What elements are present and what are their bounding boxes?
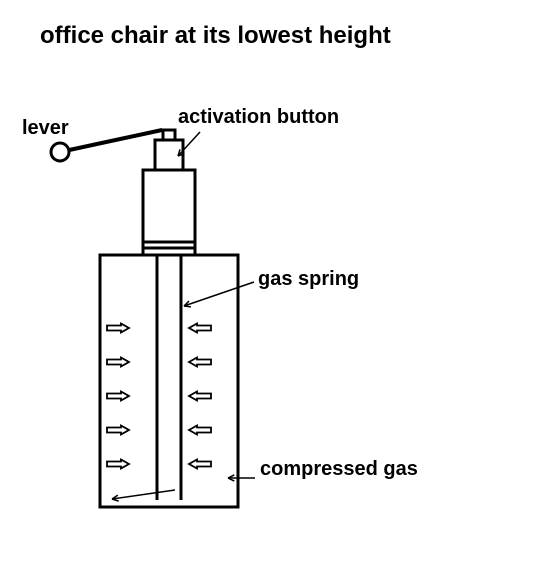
chair-diagram (0, 0, 534, 564)
